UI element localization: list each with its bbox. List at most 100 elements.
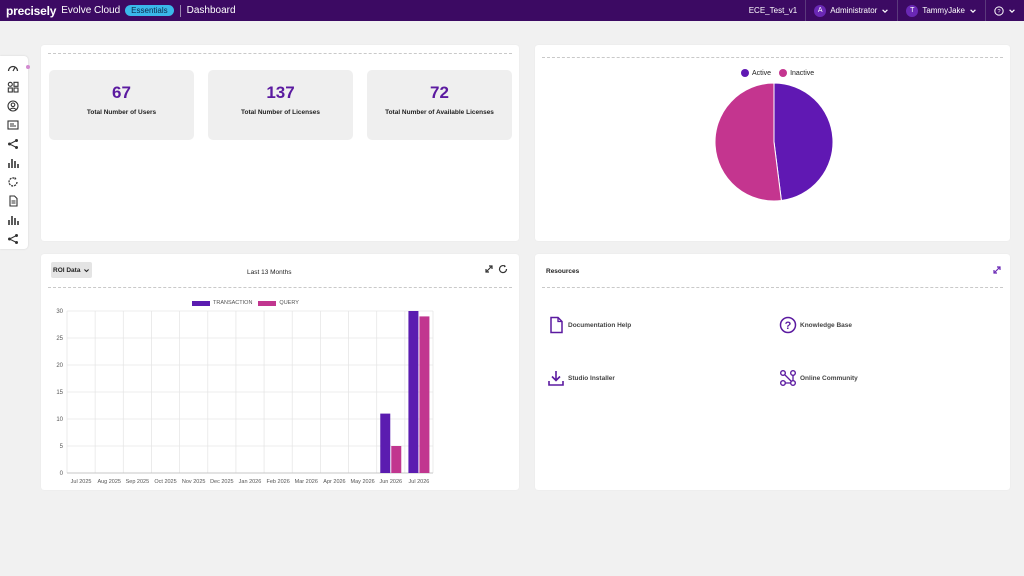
x-tick-label: Jun 2026 — [379, 479, 402, 485]
expand-icon[interactable] — [992, 265, 1002, 275]
role-avatar: A — [814, 4, 827, 17]
stat-label: Total Number of Licenses — [241, 109, 320, 116]
stat-label: Total Number of Available Licenses — [385, 109, 494, 116]
stat-total-licenses: 137 Total Number of Licenses — [208, 70, 353, 140]
resources-title: Resources — [546, 268, 580, 275]
role-menu[interactable]: A Administrator — [805, 0, 897, 21]
bar-chart-legend: TRANSACTION QUERY — [192, 300, 299, 306]
resource-label: Documentation Help — [568, 321, 632, 329]
roi-card — [41, 254, 519, 490]
y-tick-label: 0 — [60, 471, 64, 477]
y-tick-label: 10 — [56, 417, 63, 423]
help-icon: ? — [994, 5, 1004, 16]
expand-icon[interactable] — [484, 264, 494, 274]
y-tick-label: 5 — [60, 444, 64, 450]
legend-swatch-transaction — [192, 300, 210, 306]
resources-card — [535, 254, 1010, 490]
document-icon — [550, 316, 563, 334]
chevron-down-icon — [970, 8, 976, 13]
id-card-icon[interactable] — [7, 119, 19, 131]
product-name: Evolve Cloud — [61, 5, 121, 16]
legend-swatch-inactive — [779, 69, 788, 77]
x-tick-label: Apr 2026 — [323, 479, 345, 485]
stat-value: 67 — [112, 83, 131, 102]
bar-query[interactable] — [419, 316, 430, 473]
card-divider — [542, 57, 1003, 58]
card-divider — [48, 53, 512, 54]
x-tick-label: Oct 2025 — [154, 479, 176, 485]
x-tick-label: Dec 2025 — [210, 479, 234, 485]
header-actions: ECE_Test_v1 A Administrator T TammyJake … — [741, 0, 1024, 21]
sync-icon[interactable] — [7, 176, 19, 188]
pie-legend: Active Inactive — [741, 69, 814, 77]
x-tick-label: Aug 2025 — [97, 479, 121, 485]
chevron-down-icon — [882, 8, 889, 13]
status-pie-chart — [714, 82, 834, 202]
document-icon[interactable] — [7, 195, 19, 207]
svg-text:?: ? — [997, 9, 1001, 15]
roi-data-select[interactable]: ROI Data — [51, 262, 92, 278]
resource-knowledge-base[interactable]: ? Knowledge Base — [779, 316, 852, 334]
page-title: Dashboard — [186, 5, 236, 16]
side-navigation — [0, 56, 28, 249]
x-tick-label: Jul 2025 — [71, 479, 92, 485]
y-tick-label: 20 — [56, 363, 63, 369]
brand-logo[interactable]: precisely — [6, 3, 57, 18]
apps-icon[interactable] — [7, 81, 19, 93]
environment-name: ECE_Test_v1 — [748, 6, 798, 15]
help-menu[interactable]: ? — [985, 0, 1024, 21]
role-label: Administrator — [830, 6, 878, 15]
question-circle-icon: ? — [779, 316, 797, 334]
x-tick-label: May 2026 — [351, 479, 375, 485]
y-tick-label: 30 — [56, 309, 63, 315]
pie-slice-active[interactable] — [773, 82, 834, 202]
refresh-icon[interactable] — [498, 264, 508, 274]
bar-transaction[interactable] — [408, 311, 419, 473]
resource-label: Studio Installer — [568, 374, 615, 382]
community-icon — [780, 370, 796, 386]
user-name: TammyJake — [922, 6, 965, 15]
x-tick-label: Jan 2026 — [239, 479, 262, 485]
pie-slice-inactive[interactable] — [714, 82, 782, 202]
chevron-down-icon — [84, 268, 90, 272]
bar-chart-icon[interactable] — [7, 157, 19, 169]
legend-swatch-query — [258, 300, 277, 306]
stat-value: 137 — [266, 83, 295, 102]
legend-label-active[interactable]: Active — [752, 69, 772, 77]
y-tick-label: 25 — [56, 336, 63, 342]
bar-chart-icon[interactable] — [7, 214, 19, 226]
user-circle-icon[interactable] — [7, 100, 19, 112]
chevron-down-icon — [1009, 8, 1015, 13]
share-icon[interactable] — [7, 233, 19, 245]
gauge-icon[interactable] — [7, 63, 19, 75]
edition-badge: Essentials — [125, 5, 174, 16]
legend-label-inactive[interactable]: Inactive — [790, 69, 815, 77]
stat-total-users: 67 Total Number of Users — [49, 70, 194, 140]
resource-studio-installer[interactable]: Studio Installer — [547, 369, 615, 387]
svg-text:?: ? — [785, 320, 792, 332]
y-tick-label: 15 — [56, 390, 63, 396]
x-tick-label: Sep 2025 — [126, 479, 150, 485]
card-divider — [542, 287, 1003, 288]
bar-transaction[interactable] — [380, 413, 391, 473]
download-icon — [548, 371, 564, 386]
environment-label[interactable]: ECE_Test_v1 — [741, 0, 805, 21]
header-divider — [179, 4, 181, 17]
resource-documentation-help[interactable]: Documentation Help — [547, 316, 631, 334]
card-divider — [48, 287, 512, 288]
stat-available-licenses: 72 Total Number of Available Licenses — [367, 70, 512, 140]
roi-select-value: ROI Data — [53, 266, 81, 274]
share-icon[interactable] — [7, 138, 19, 150]
resource-label: Online Community — [800, 374, 858, 382]
resource-online-community[interactable]: Online Community — [779, 369, 858, 387]
legend-label-query[interactable]: QUERY — [279, 300, 299, 306]
bar-query[interactable] — [391, 446, 402, 473]
x-tick-label: Jul 2026 — [409, 479, 430, 485]
user-menu[interactable]: T TammyJake — [897, 0, 985, 21]
top-bar: precisely Evolve Cloud Essentials Dashbo… — [0, 0, 1024, 21]
rail-indicator-dot — [26, 65, 30, 69]
legend-label-transaction[interactable]: TRANSACTION — [213, 300, 253, 306]
x-tick-label: Mar 2026 — [295, 479, 318, 485]
legend-swatch-active — [741, 69, 749, 77]
stat-label: Total Number of Users — [86, 109, 157, 116]
